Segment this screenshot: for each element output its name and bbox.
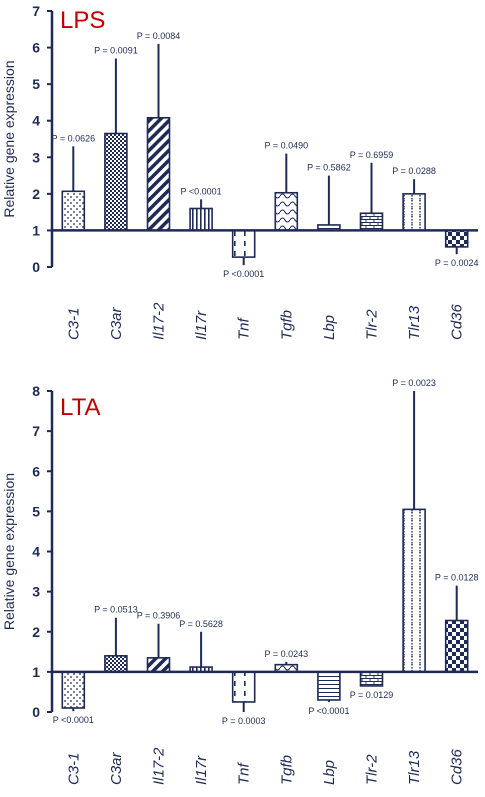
y-axis-label: Relative gene expression xyxy=(1,60,17,217)
x-tick-label: Tgfb xyxy=(278,310,295,340)
x-tick-label: Tnf xyxy=(236,761,253,785)
y-tick-label: 1 xyxy=(32,222,40,238)
p-value-label: P = 0.0128 xyxy=(435,573,479,583)
x-tick-label: Tlr13 xyxy=(406,305,423,340)
bar-il17-2 xyxy=(146,116,171,232)
y-tick-label: 4 xyxy=(32,544,40,560)
x-tick-label: C3-1 xyxy=(65,752,82,785)
p-value-label: P = 0.0243 xyxy=(264,649,308,659)
p-value-label: P = 0.5862 xyxy=(307,163,351,173)
x-tick-label: Il17-2 xyxy=(151,302,168,340)
x-tick-label: Lbp xyxy=(321,760,338,785)
y-tick-label: 2 xyxy=(32,624,40,640)
y-tick-label: 4 xyxy=(32,113,40,129)
p-value-label: P = 0.0091 xyxy=(94,46,138,56)
y-tick-label: 3 xyxy=(32,584,40,600)
y-tick-label: 6 xyxy=(32,463,40,479)
bar-tnf xyxy=(231,671,256,703)
x-tick-label: Tgfb xyxy=(278,755,295,785)
p-value-label: P = 0.0129 xyxy=(350,690,394,700)
y-tick-label: 5 xyxy=(32,76,40,92)
y-tick-label: 3 xyxy=(32,149,40,165)
x-tick-label: Cd36 xyxy=(449,748,466,785)
x-tick-label: Tlr-2 xyxy=(364,754,381,785)
x-tick-label: C3-1 xyxy=(65,307,82,340)
x-tick-label: Il17-2 xyxy=(151,747,168,785)
p-value-label: P = 0.0288 xyxy=(392,166,436,176)
bar-tlr13 xyxy=(402,508,426,673)
chart-title: LTA xyxy=(60,394,100,421)
p-value-label: P = 0.0084 xyxy=(137,31,181,41)
bar-c3-1 xyxy=(61,190,86,232)
bar-tgfb xyxy=(274,191,299,232)
y-tick-label: 0 xyxy=(32,259,40,275)
p-value-label: P = 0.0513 xyxy=(94,605,138,615)
chart-panel-lps: LPS Relative gene expression 0 1 2 3 4 5 6 7 P = 0… xyxy=(1,3,479,340)
p-value-label: P = 0.0003 xyxy=(222,716,266,726)
x-tick-label: C3ar xyxy=(108,751,125,785)
x-tick-label: C3ar xyxy=(108,306,125,340)
p-value-label: P <0.0001 xyxy=(53,715,94,725)
y-tick-label: 7 xyxy=(32,3,40,19)
chart-panel-lta: LTA Relative gene expression 0 1 2 3 4 5 6 7 8 P <0… xyxy=(1,378,479,785)
chart-title: LPS xyxy=(60,7,105,34)
y-tick-label: 2 xyxy=(32,186,40,202)
x-tick-label: Il17r xyxy=(193,310,210,340)
x-tick-label: Tlr13 xyxy=(406,750,423,785)
y-tick-label: 5 xyxy=(32,503,40,519)
y-tick-label: 0 xyxy=(32,704,40,720)
x-tick-label: Cd36 xyxy=(449,303,466,340)
p-value-label: P = 0.0626 xyxy=(51,133,95,143)
x-tick-label: Tnf xyxy=(236,316,253,340)
bar-lbp xyxy=(317,671,341,701)
p-value-label: P <0.0001 xyxy=(308,706,349,716)
bar-cd36 xyxy=(444,619,469,673)
bar-tlr13 xyxy=(402,193,426,232)
p-value-label: P = 0.3906 xyxy=(137,611,181,621)
y-tick-label: 8 xyxy=(32,383,40,399)
bar-il17r xyxy=(189,207,213,232)
p-value-label: P = 0.0023 xyxy=(392,378,436,388)
bar-tlr-2 xyxy=(359,212,384,232)
p-value-label: P = 0.6959 xyxy=(350,150,394,160)
p-value-label: P <0.0001 xyxy=(223,269,264,279)
bar-c3ar xyxy=(104,132,128,232)
p-value-label: P = 0.5628 xyxy=(179,619,223,629)
bar-cd36 xyxy=(444,229,469,248)
bar-tnf xyxy=(231,229,256,258)
p-value-label: P = 0.0490 xyxy=(264,141,308,151)
bar-c3ar xyxy=(104,655,128,673)
p-value-label: P <0.0001 xyxy=(181,186,222,196)
x-tick-label: Il17r xyxy=(193,755,210,785)
p-value-label: P = 0.0024 xyxy=(435,258,479,268)
bar-il17-2 xyxy=(146,657,171,673)
y-tick-label: 6 xyxy=(32,40,40,56)
y-axis-label: Relative gene expression xyxy=(1,473,17,630)
x-tick-label: Lbp xyxy=(321,315,338,340)
bar-tlr-2 xyxy=(359,671,384,687)
x-tick-label: Tlr-2 xyxy=(364,309,381,340)
bar-c3-1 xyxy=(61,671,86,709)
y-tick-label: 7 xyxy=(32,423,40,439)
y-tick-label: 1 xyxy=(32,664,40,680)
